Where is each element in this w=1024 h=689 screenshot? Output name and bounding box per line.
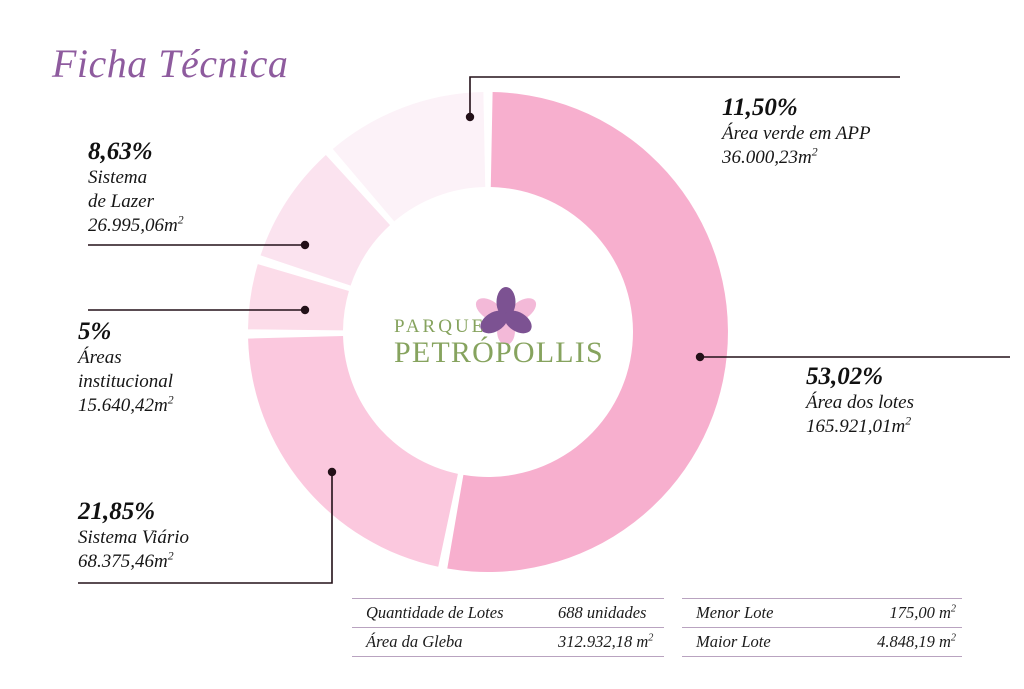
table-row: Maior Lote 4.848,19 m2: [682, 627, 962, 657]
table-cell-key: Maior Lote: [696, 632, 771, 651]
callout-percent: 8,63%: [88, 138, 153, 165]
slice-app[interactable]: [332, 92, 486, 222]
table-cell-key: Quantidade de Lotes: [366, 603, 504, 622]
callout-name-line2: institucional: [78, 370, 173, 392]
table-cell-value: 312.932,18 m2: [558, 632, 654, 651]
leader-dot-lotes: [695, 352, 705, 362]
table-cell-value: 688 unidades: [558, 603, 647, 622]
callout-name: Área dos lotes: [806, 391, 915, 413]
callout-area: 68.375,46m2: [78, 549, 174, 572]
table-cell-key: Menor Lote: [696, 603, 774, 622]
logo-line-petropollis: PETRÓPOLLIS: [394, 336, 604, 369]
slice-viario[interactable]: [248, 335, 458, 567]
logo-line-parque: PARQUE: [394, 316, 487, 337]
table-cell-value: 4.848,19 m2: [877, 632, 956, 651]
logo-parque-petropollis: PARQUE PETRÓPOLLIS: [386, 286, 604, 384]
table-row: Menor Lote 175,00 m2: [682, 598, 962, 628]
page-title: Ficha Técnica: [52, 41, 289, 86]
callout-name-line1: Áreas: [78, 346, 122, 368]
trillium-flower-icon: [475, 287, 537, 344]
leader-app: [469, 76, 900, 117]
summary-table-right: Menor Lote 175,00 m2 Maior Lote 4.848,19…: [682, 598, 962, 657]
callout-percent: 11,50%: [722, 94, 798, 121]
table-row: Quantidade de Lotes 688 unidades: [352, 598, 664, 628]
leader-lines: [78, 76, 1010, 584]
callout-percent: 5%: [78, 318, 112, 345]
slice-lazer[interactable]: [260, 155, 391, 286]
leader-dots: [300, 112, 705, 477]
slice-lotes[interactable]: [447, 92, 728, 572]
donut-slices: [248, 92, 728, 572]
callout-sistema-viario: 21,85% Sistema Viário 68.375,46m2: [78, 498, 189, 574]
leader-viario: [78, 472, 333, 584]
flower-dark-petals: [480, 287, 532, 334]
callout-percent: 21,85%: [78, 498, 156, 525]
leader-dot-viario: [327, 467, 337, 477]
table-cell-key: Área da Gleba: [366, 632, 463, 651]
slice-institucional[interactable]: [248, 264, 349, 331]
callout-areas-institucional: 5% Áreas institucional 15.640,42m2: [78, 318, 174, 418]
callout-area-dos-lotes: 53,02% Área dos lotes 165.921,01m2: [806, 363, 914, 439]
leader-dot-inst: [300, 305, 310, 315]
callout-sistema-de-lazer: 8,63% Sistema de Lazer 26.995,06m2: [88, 138, 184, 238]
callout-area: 165.921,01m2: [806, 414, 912, 437]
callout-area-verde-app: 11,50% Área verde em APP 36.000,23m2: [722, 94, 871, 170]
leader-dot-lazer: [300, 240, 310, 250]
callout-area: 15.640,42m2: [78, 393, 174, 417]
table-row: Área da Gleba 312.932,18 m2: [352, 627, 664, 657]
callout-area: 36.000,23m2: [722, 145, 818, 168]
callout-area: 26.995,06m2: [88, 213, 184, 237]
callout-percent: 53,02%: [806, 363, 884, 390]
callout-name: Área verde em APP: [722, 122, 871, 144]
leader-dot-app: [465, 112, 475, 122]
callout-name: Sistema Viário: [78, 526, 190, 548]
table-cell-value: 175,00 m2: [889, 603, 956, 622]
summary-table-left: Quantidade de Lotes 688 unidades Área da…: [352, 598, 664, 657]
callout-name-line1: Sistema: [88, 166, 148, 188]
callout-name-line2: de Lazer: [88, 190, 154, 212]
